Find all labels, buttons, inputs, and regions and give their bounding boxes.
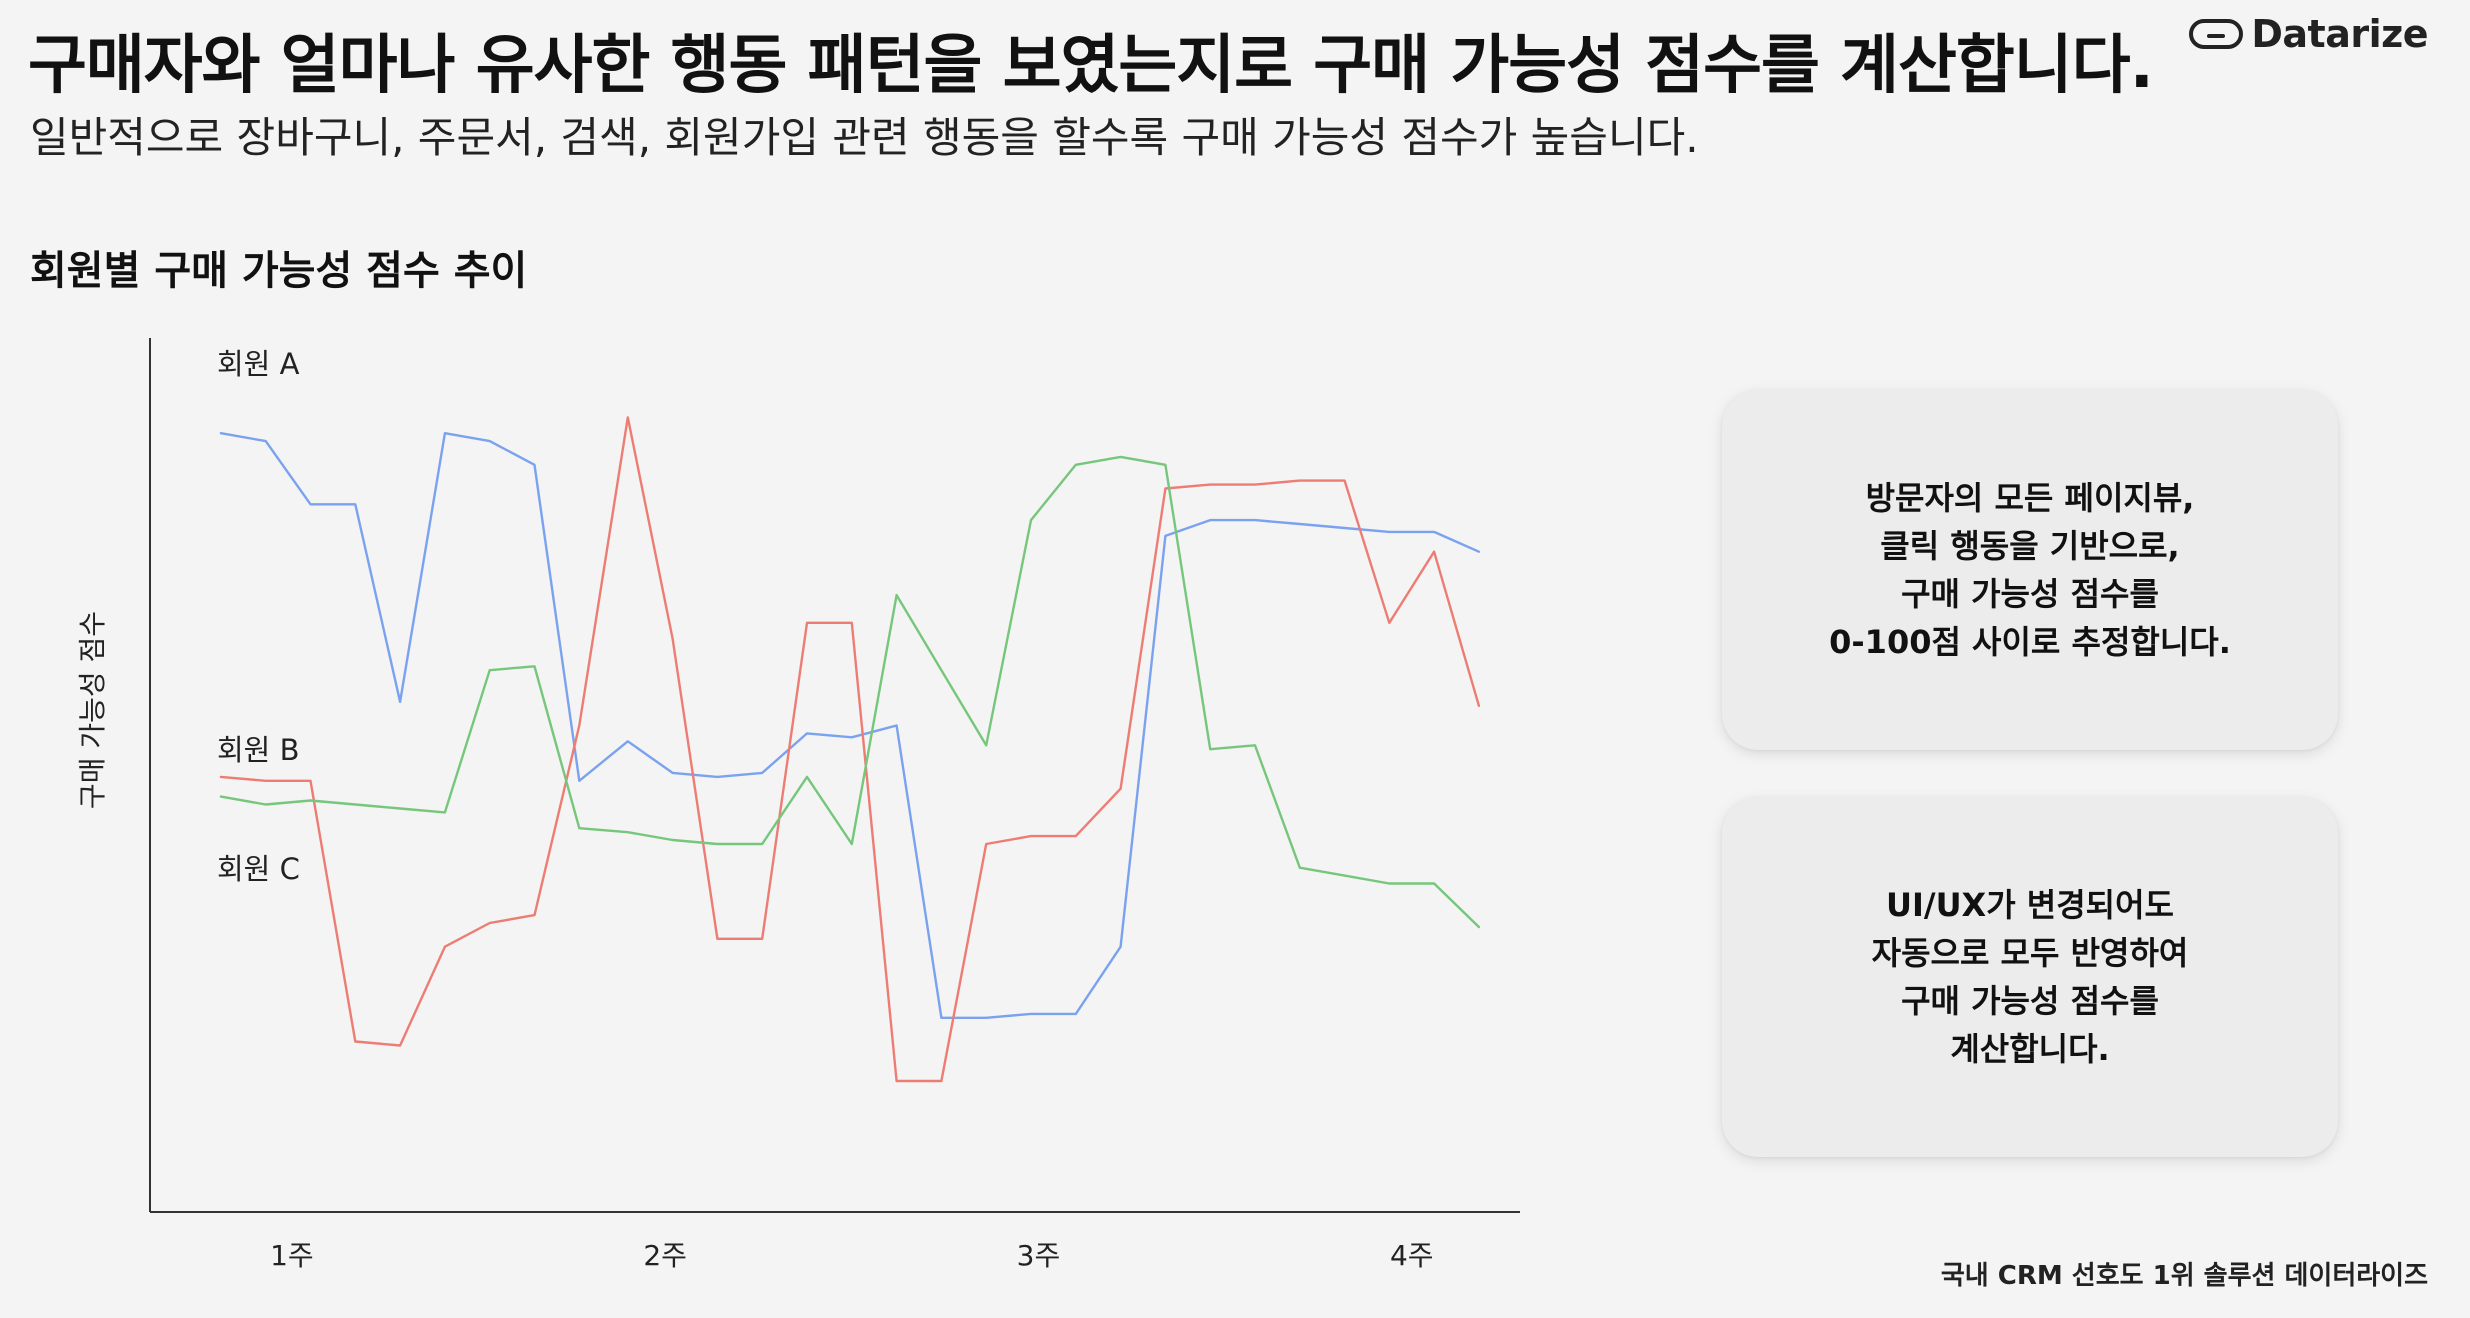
datarize-logo-icon — [2189, 19, 2244, 49]
x-tick-label: 1주 — [270, 1239, 314, 1272]
info-card-line: 구매 가능성 점수를 — [1901, 982, 2159, 1020]
page-subtitle: 일반적으로 장바구니, 주문서, 검색, 회원가입 관련 행동을 할수록 구매 … — [30, 113, 1699, 162]
series-line-3 — [219, 455, 1481, 929]
datarize-logo: Datarize — [2189, 12, 2428, 56]
series-label-3: 회원 C — [217, 852, 300, 886]
logo-text: Datarize — [2251, 12, 2428, 56]
x-tick-label: 3주 — [1017, 1239, 1061, 1272]
chart-axes — [149, 338, 1520, 1213]
info-card-line: 방문자의 모든 페이지뷰, — [1865, 479, 2195, 517]
series-line-1 — [219, 432, 1481, 1019]
info-card-line: 클릭 행동을 기반으로, — [1880, 527, 2180, 565]
x-tick-label: 4주 — [1390, 1239, 1434, 1272]
footer-tagline: 국내 CRM 선호도 1위 솔루션 데이터라이즈 — [1940, 1261, 2428, 1291]
chart-labels-layer: 1주 2주 3주 4주 구매 가능성 점수 회원 A 회원 B 회원 C — [76, 347, 1434, 1272]
x-tick-label: 2주 — [643, 1239, 687, 1272]
series-line-2 — [219, 416, 1481, 1083]
chart-section-title: 회원별 구매 가능성 점수 추이 — [30, 248, 528, 294]
page-title: 구매자와 얼마나 유사한 행동 패턴을 보였는지로 구매 가능성 점수를 계산합… — [28, 29, 2154, 103]
info-card-auto-update: UI/UX가 변경되어도 자동으로 모두 반영하여 구매 가능성 점수를 계산합… — [1722, 797, 2338, 1157]
chart-series-layer — [219, 416, 1481, 1083]
info-card-line: UI/UX가 변경되어도 — [1885, 886, 2174, 924]
score-trend-chart: 1주 2주 3주 4주 구매 가능성 점수 회원 A 회원 B 회원 C — [76, 338, 1520, 1272]
info-card-text: UI/UX가 변경되어도 자동으로 모두 반영하여 구매 가능성 점수를 계산합… — [1872, 881, 2189, 1073]
series-label-1: 회원 A — [217, 347, 300, 381]
y-axis-label: 구매 가능성 점수 — [76, 611, 109, 809]
info-card-line: 0-100점 사이로 추정합니다. — [1829, 623, 2231, 661]
info-card-line: 구매 가능성 점수를 — [1901, 575, 2159, 613]
info-card-line: 계산합니다. — [1950, 1030, 2110, 1068]
info-card-page-views: 방문자의 모든 페이지뷰, 클릭 행동을 기반으로, 구매 가능성 점수를 0-… — [1722, 390, 2338, 750]
info-card-line: 자동으로 모두 반영하여 — [1871, 934, 2189, 972]
series-label-2: 회원 B — [217, 733, 299, 767]
info-card-text: 방문자의 모든 페이지뷰, 클릭 행동을 기반으로, 구매 가능성 점수를 0-… — [1829, 474, 2231, 666]
